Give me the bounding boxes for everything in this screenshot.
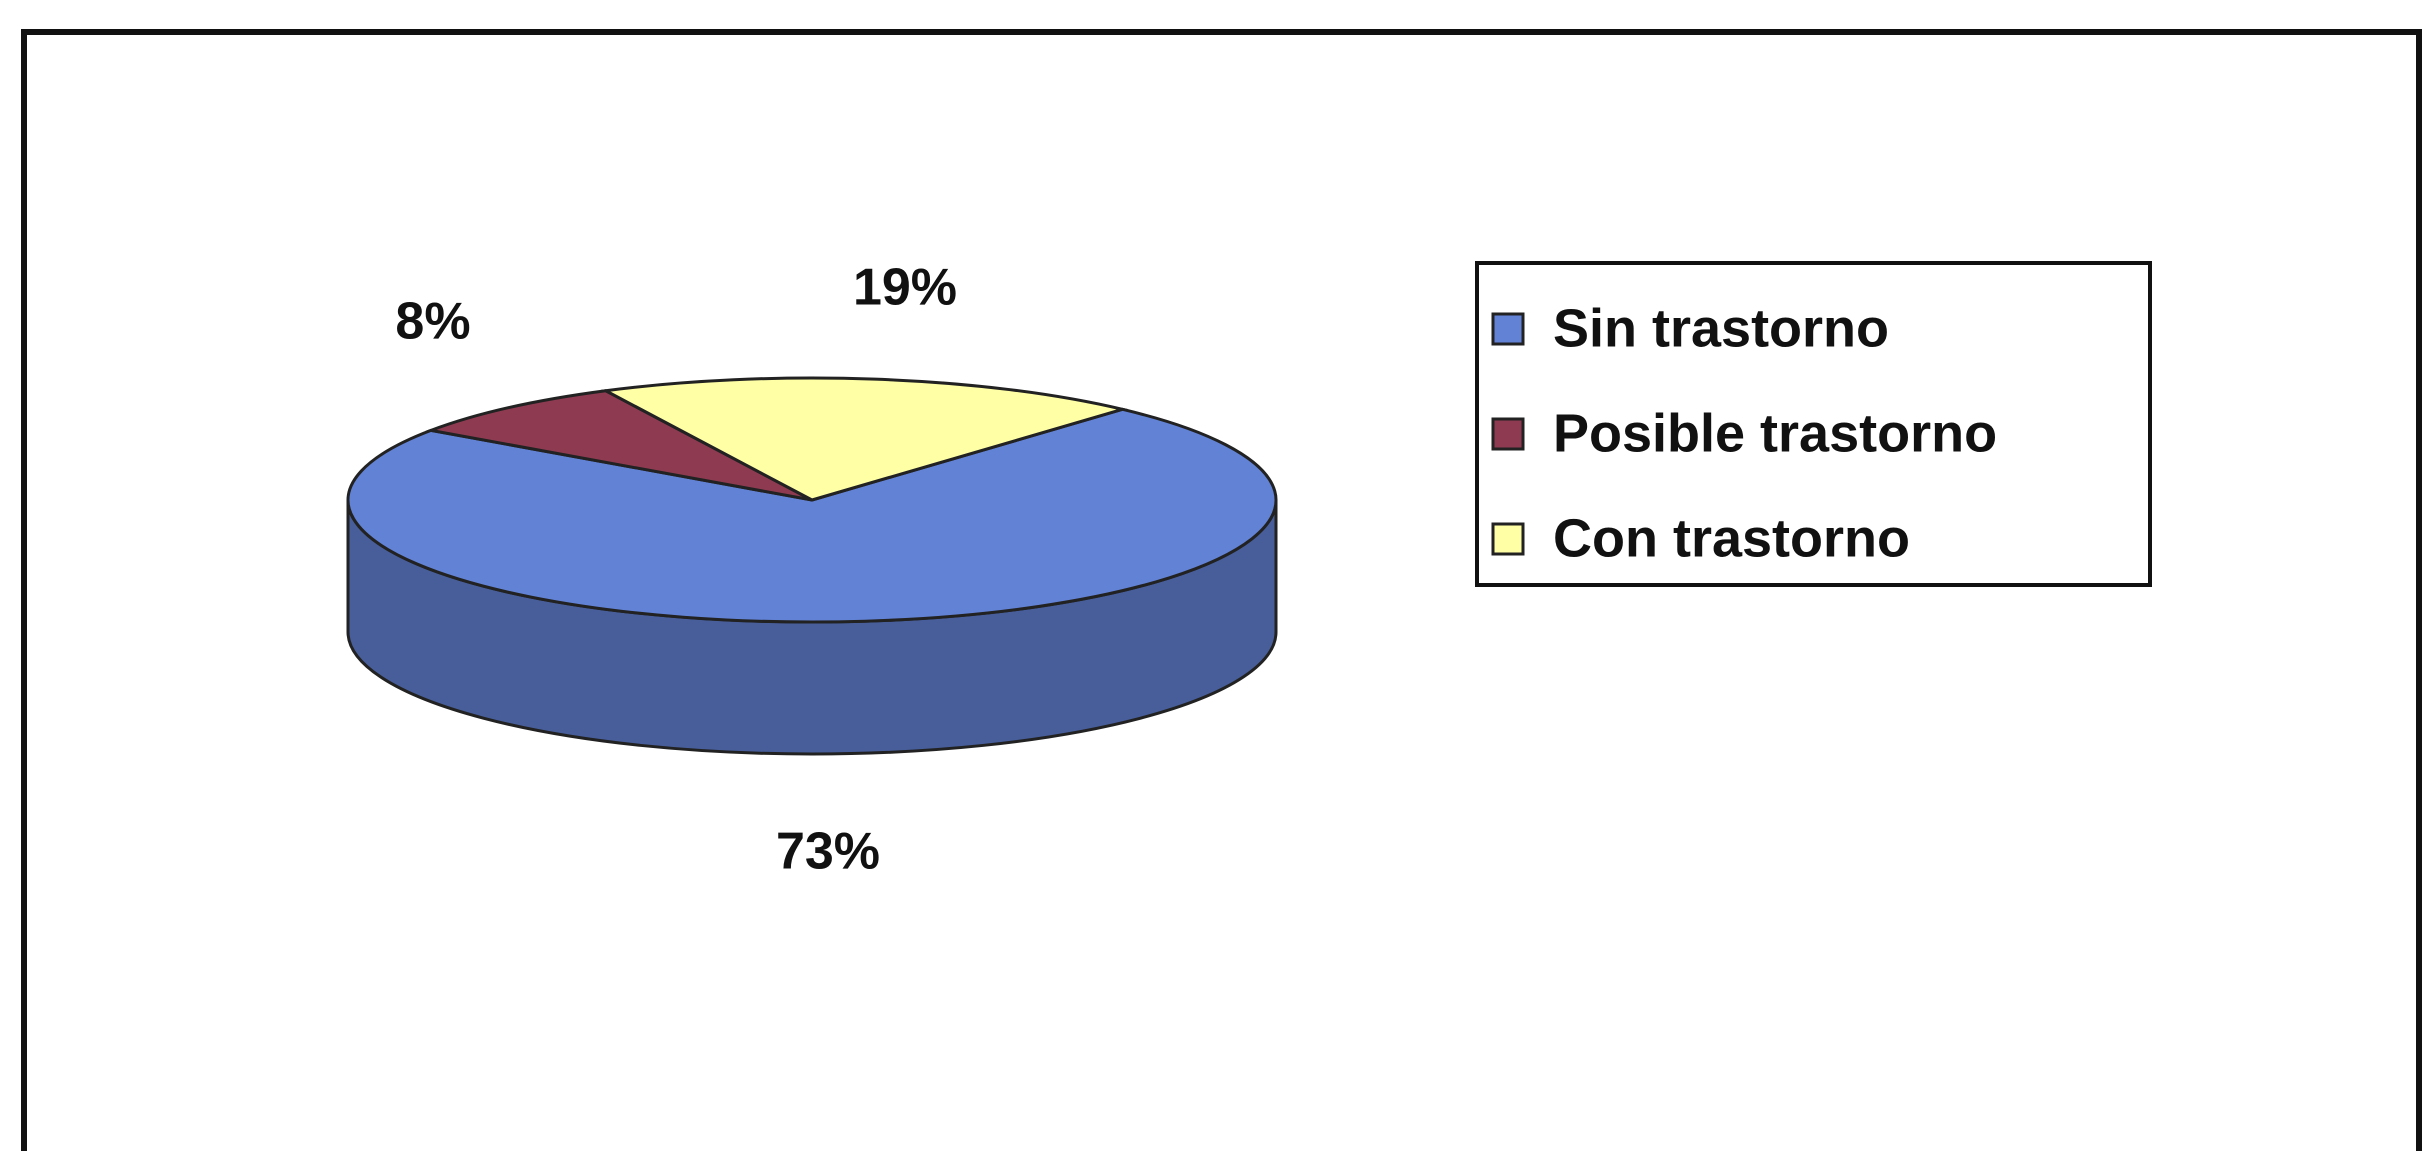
data-labels: 73% 8% 19% (395, 259, 957, 881)
legend-swatch (1491, 417, 1525, 451)
legend: Sin trastorno Posible trastorno Con trasto… (1491, 298, 1997, 568)
data-label: 19% (853, 259, 957, 317)
data-label: 73% (776, 823, 880, 881)
pie-slice (600, 376, 1129, 502)
pie-slice (346, 407, 1278, 624)
pie-slice (425, 389, 813, 502)
legend-swatch (1491, 312, 1525, 346)
data-label: 8% (395, 293, 470, 351)
legend-box (1475, 261, 2152, 587)
legend-label: Posible trastorno (1553, 403, 1997, 463)
legend-label: Con trastorno (1553, 508, 1910, 568)
pie (346, 376, 1278, 756)
legend-label: Sin trastorno (1553, 298, 1889, 358)
chart-frame (21, 29, 2422, 1151)
legend-swatch (1491, 522, 1525, 556)
